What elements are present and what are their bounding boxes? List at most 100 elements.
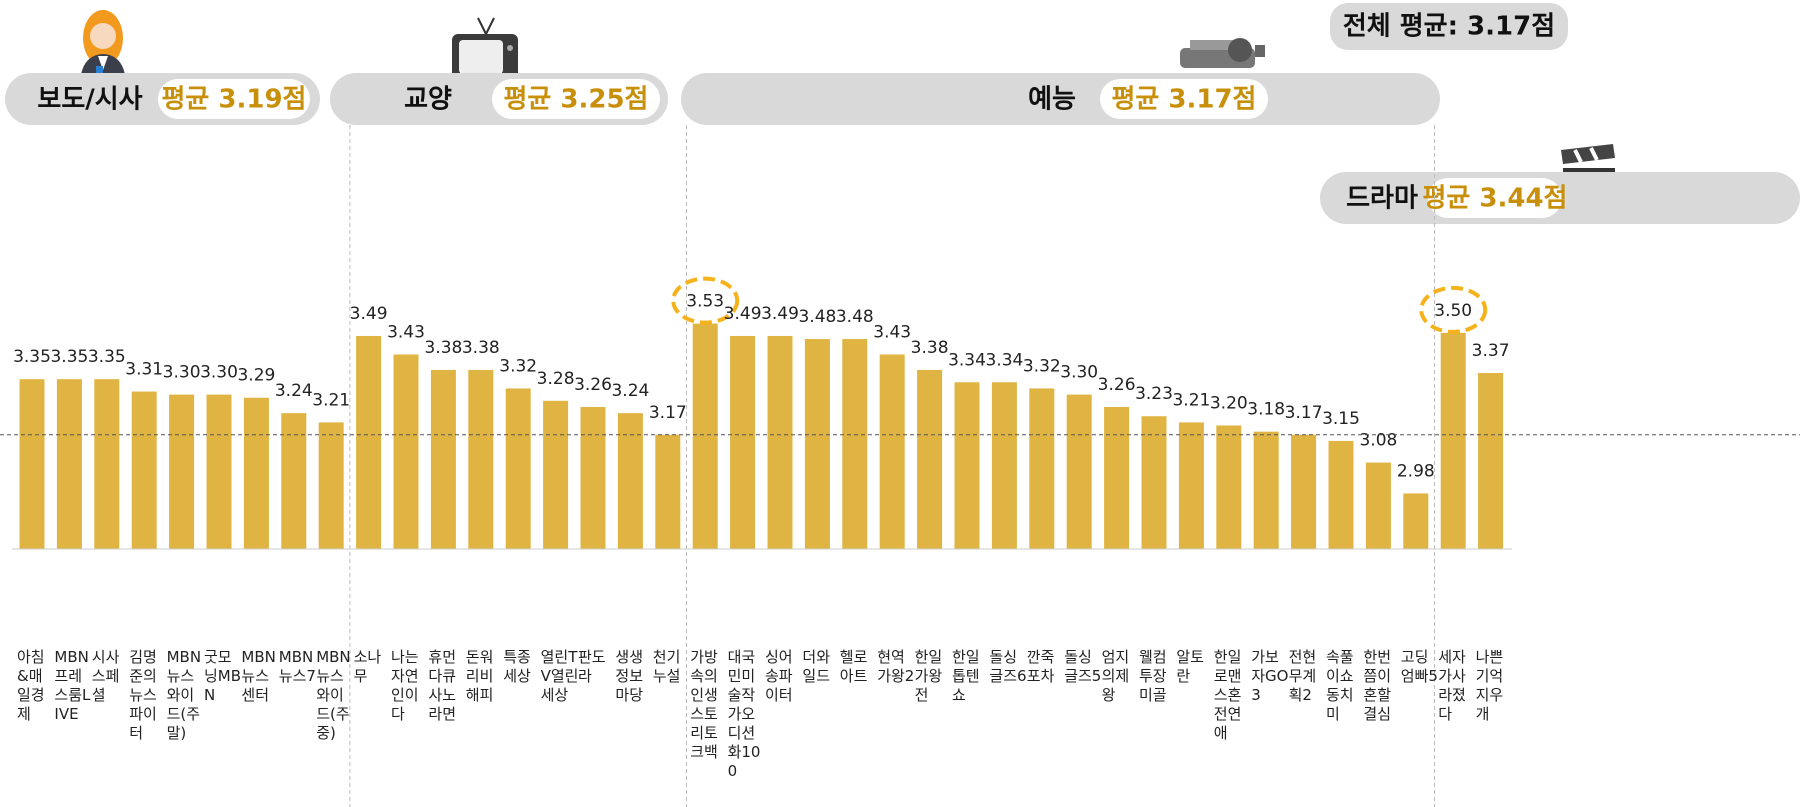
x-tick-label: 특종세상 [503, 648, 531, 685]
bar [1440, 332, 1466, 549]
group-average: 평균 3.17점 [1112, 85, 1257, 115]
bar [1178, 422, 1204, 549]
x-tick-label: MBN뉴스센터 [241, 648, 276, 704]
value-label: 3.32 [1023, 356, 1061, 376]
bar [468, 369, 494, 549]
bar [543, 400, 569, 549]
group-average: 평균 3.44점 [1423, 184, 1568, 214]
bar [393, 354, 419, 549]
x-tick-label: MBN프레스룸LIVE [54, 648, 91, 723]
value-label: 3.49 [724, 304, 762, 324]
bar [131, 391, 157, 549]
value-label: 3.49 [761, 304, 799, 324]
x-tick-label: MBN뉴스7 [278, 648, 316, 685]
x-tick-label: 나는자연인이다 [391, 648, 419, 723]
value-label: 3.20 [1210, 394, 1248, 414]
average-pill [492, 79, 660, 119]
value-label: 3.29 [237, 366, 275, 386]
bar [730, 335, 756, 549]
bar [1253, 431, 1279, 549]
value-label: 3.35 [13, 347, 51, 367]
value-label: 3.34 [985, 350, 1023, 370]
x-tick-label: 판도라 [578, 648, 606, 685]
x-tick-label: 전현무계획2 [1288, 648, 1317, 704]
x-tick-label: 싱어송파이터 [765, 648, 793, 704]
value-label: 3.38 [424, 338, 462, 358]
value-label: 3.38 [911, 338, 949, 358]
value-label: 3.50 [1434, 301, 1472, 321]
value-label: 3.28 [537, 369, 575, 389]
bar [169, 394, 195, 549]
value-label: 3.17 [649, 403, 687, 423]
camera-icon [1180, 38, 1265, 68]
value-label: 3.32 [499, 356, 537, 376]
bar [243, 397, 269, 549]
x-tick-label: 알토란 [1176, 648, 1204, 685]
x-tick-label: MBN뉴스와이드(주말) [166, 648, 202, 742]
value-label: 3.53 [686, 292, 724, 312]
bar [505, 388, 531, 549]
bar [580, 406, 606, 549]
value-label: 2.98 [1397, 461, 1435, 481]
x-tick-label: 생생정보마당 [615, 648, 643, 704]
x-tick-label: 나쁜기억지우개 [1475, 648, 1504, 723]
bar [1403, 493, 1429, 549]
value-label: 3.35 [50, 347, 88, 367]
tv-icon [452, 17, 518, 80]
highlight-circle [1419, 285, 1488, 334]
overall-average-pill [1330, 3, 1568, 50]
x-tick-label: 굿모닝MBN [204, 648, 242, 704]
bar [281, 413, 307, 549]
value-label: 3.35 [88, 347, 126, 367]
bar [1216, 425, 1242, 549]
x-tick-label: 가방속의인생스토리토크백 [690, 648, 718, 761]
x-tick-label: 한일로맨스혼전연애 [1213, 648, 1242, 742]
group-name: 예능 [1028, 85, 1076, 115]
group-name: 보도/시사 [37, 85, 142, 115]
bar [804, 339, 830, 549]
value-label: 3.21 [1172, 390, 1210, 410]
value-label: 3.23 [1135, 384, 1173, 404]
value-label: 3.48 [836, 307, 874, 327]
bar [318, 422, 344, 549]
value-label: 3.26 [1098, 375, 1136, 395]
value-label: 3.30 [163, 363, 201, 383]
bar [991, 382, 1017, 549]
value-label: 3.08 [1359, 431, 1397, 451]
x-tick-label: 김명준의뉴스파이터 [129, 648, 157, 742]
value-label: 3.48 [798, 307, 836, 327]
overall-average-label: 전체 평균: 3.17점 [1343, 12, 1555, 42]
value-label: 3.34 [948, 350, 986, 370]
bar [879, 354, 905, 549]
x-tick-label: 속풀이쇼동치미 [1326, 648, 1354, 723]
x-tick-label: 가보자GO3 [1251, 648, 1289, 704]
x-tick-label: 헬로아트 [839, 648, 868, 685]
value-label: 3.37 [1472, 341, 1510, 361]
x-tick-label: 돈워리비해피 [465, 648, 494, 704]
average-pill [1428, 178, 1562, 218]
value-label: 3.24 [611, 381, 649, 401]
bar [1291, 434, 1317, 549]
value-label: 3.15 [1322, 409, 1360, 429]
average-pill [158, 79, 310, 119]
average-pill [1100, 79, 1268, 119]
bar [430, 369, 456, 549]
value-label: 3.30 [200, 363, 238, 383]
value-label: 3.24 [275, 381, 313, 401]
value-label: 3.21 [312, 390, 350, 410]
bar [206, 394, 232, 549]
value-label: 3.43 [387, 322, 425, 342]
highlight-circle [671, 276, 740, 325]
x-tick-label: 아침&매일경제 [17, 648, 45, 723]
group-average: 평균 3.25점 [504, 85, 649, 115]
value-label: 3.26 [574, 375, 612, 395]
x-tick-label: 한번쯤이혼할결심 [1363, 648, 1391, 723]
bar [655, 434, 681, 549]
bar [1141, 416, 1167, 549]
bar [1104, 406, 1130, 549]
bar [842, 339, 868, 549]
x-tick-label: 휴먼다큐사노라면 [428, 648, 456, 723]
bar [954, 382, 980, 549]
